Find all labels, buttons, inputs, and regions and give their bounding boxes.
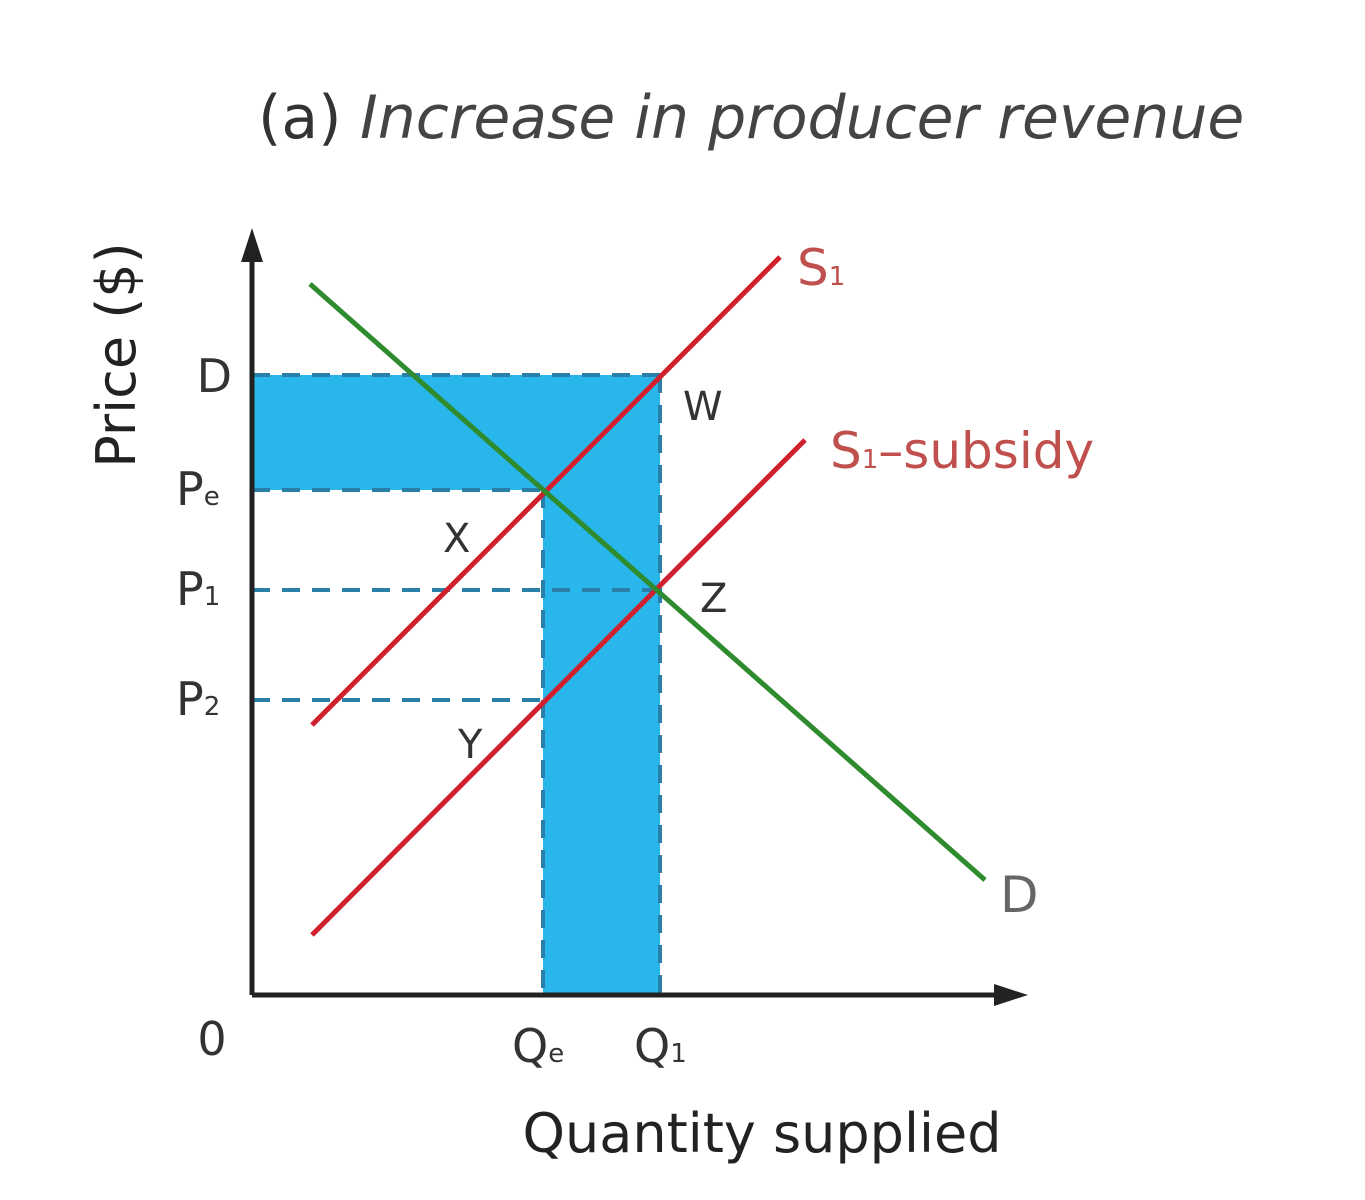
quantity-tick-q1: Q1: [634, 1019, 687, 1073]
price-tick-pe: Pe: [176, 462, 220, 516]
curve-label-subsidy-main: S: [830, 422, 862, 480]
quantity-tick-q1-main: Q: [634, 1019, 670, 1073]
price-tick-p1-main: P: [176, 562, 204, 616]
x-axis-arrowhead: [994, 984, 1028, 1006]
curve-label-s1-subsidy: S1–subsidy: [830, 422, 1094, 480]
y-axis-arrowhead: [241, 228, 263, 262]
x-axis-title: Quantity supplied: [523, 1102, 1002, 1165]
point-label-z: Z: [700, 576, 727, 622]
price-tick-p1-sub: 1: [204, 582, 221, 612]
curve-label-subsidy-sub: 1: [862, 445, 879, 475]
title-prefix: (a): [258, 83, 342, 153]
quantity-tick-qe-main: Q: [512, 1019, 548, 1073]
price-tick-d: D: [197, 349, 232, 403]
demand-curve: [308, 282, 987, 882]
price-tick-pe-sub: e: [204, 482, 220, 512]
curve-label-s1-main: S: [797, 239, 829, 297]
supply-curve-s1-subsidy: [310, 438, 807, 937]
price-tick-p2-sub: 2: [204, 692, 221, 722]
price-tick-d-main: D: [197, 349, 232, 403]
point-label-y: Y: [457, 722, 483, 768]
curve-label-demand: D: [1000, 866, 1039, 924]
curve-label-subsidy-suffix: –subsidy: [878, 422, 1094, 480]
origin-label: 0: [197, 1012, 226, 1066]
point-label-x: X: [443, 516, 470, 562]
guide-lines: [252, 373, 662, 995]
price-tick-p2: P2: [176, 672, 220, 726]
price-tick-pe-main: P: [176, 462, 204, 516]
revenue-gain-area: [252, 375, 660, 995]
chart-title: Increase in producer revenue: [360, 83, 1244, 153]
axes: [249, 245, 1015, 998]
y-axis-title: Price ($): [85, 242, 148, 467]
quantity-tick-q1-sub: 1: [670, 1039, 687, 1069]
quantity-tick-qe-sub: e: [548, 1039, 564, 1069]
point-label-w: W: [683, 384, 723, 430]
price-tick-p2-main: P: [176, 672, 204, 726]
quantity-tick-qe: Qe: [512, 1019, 564, 1073]
price-tick-p1: P1: [176, 562, 220, 616]
curve-label-s1: S1: [797, 239, 845, 297]
curve-label-s1-sub: 1: [829, 262, 846, 292]
